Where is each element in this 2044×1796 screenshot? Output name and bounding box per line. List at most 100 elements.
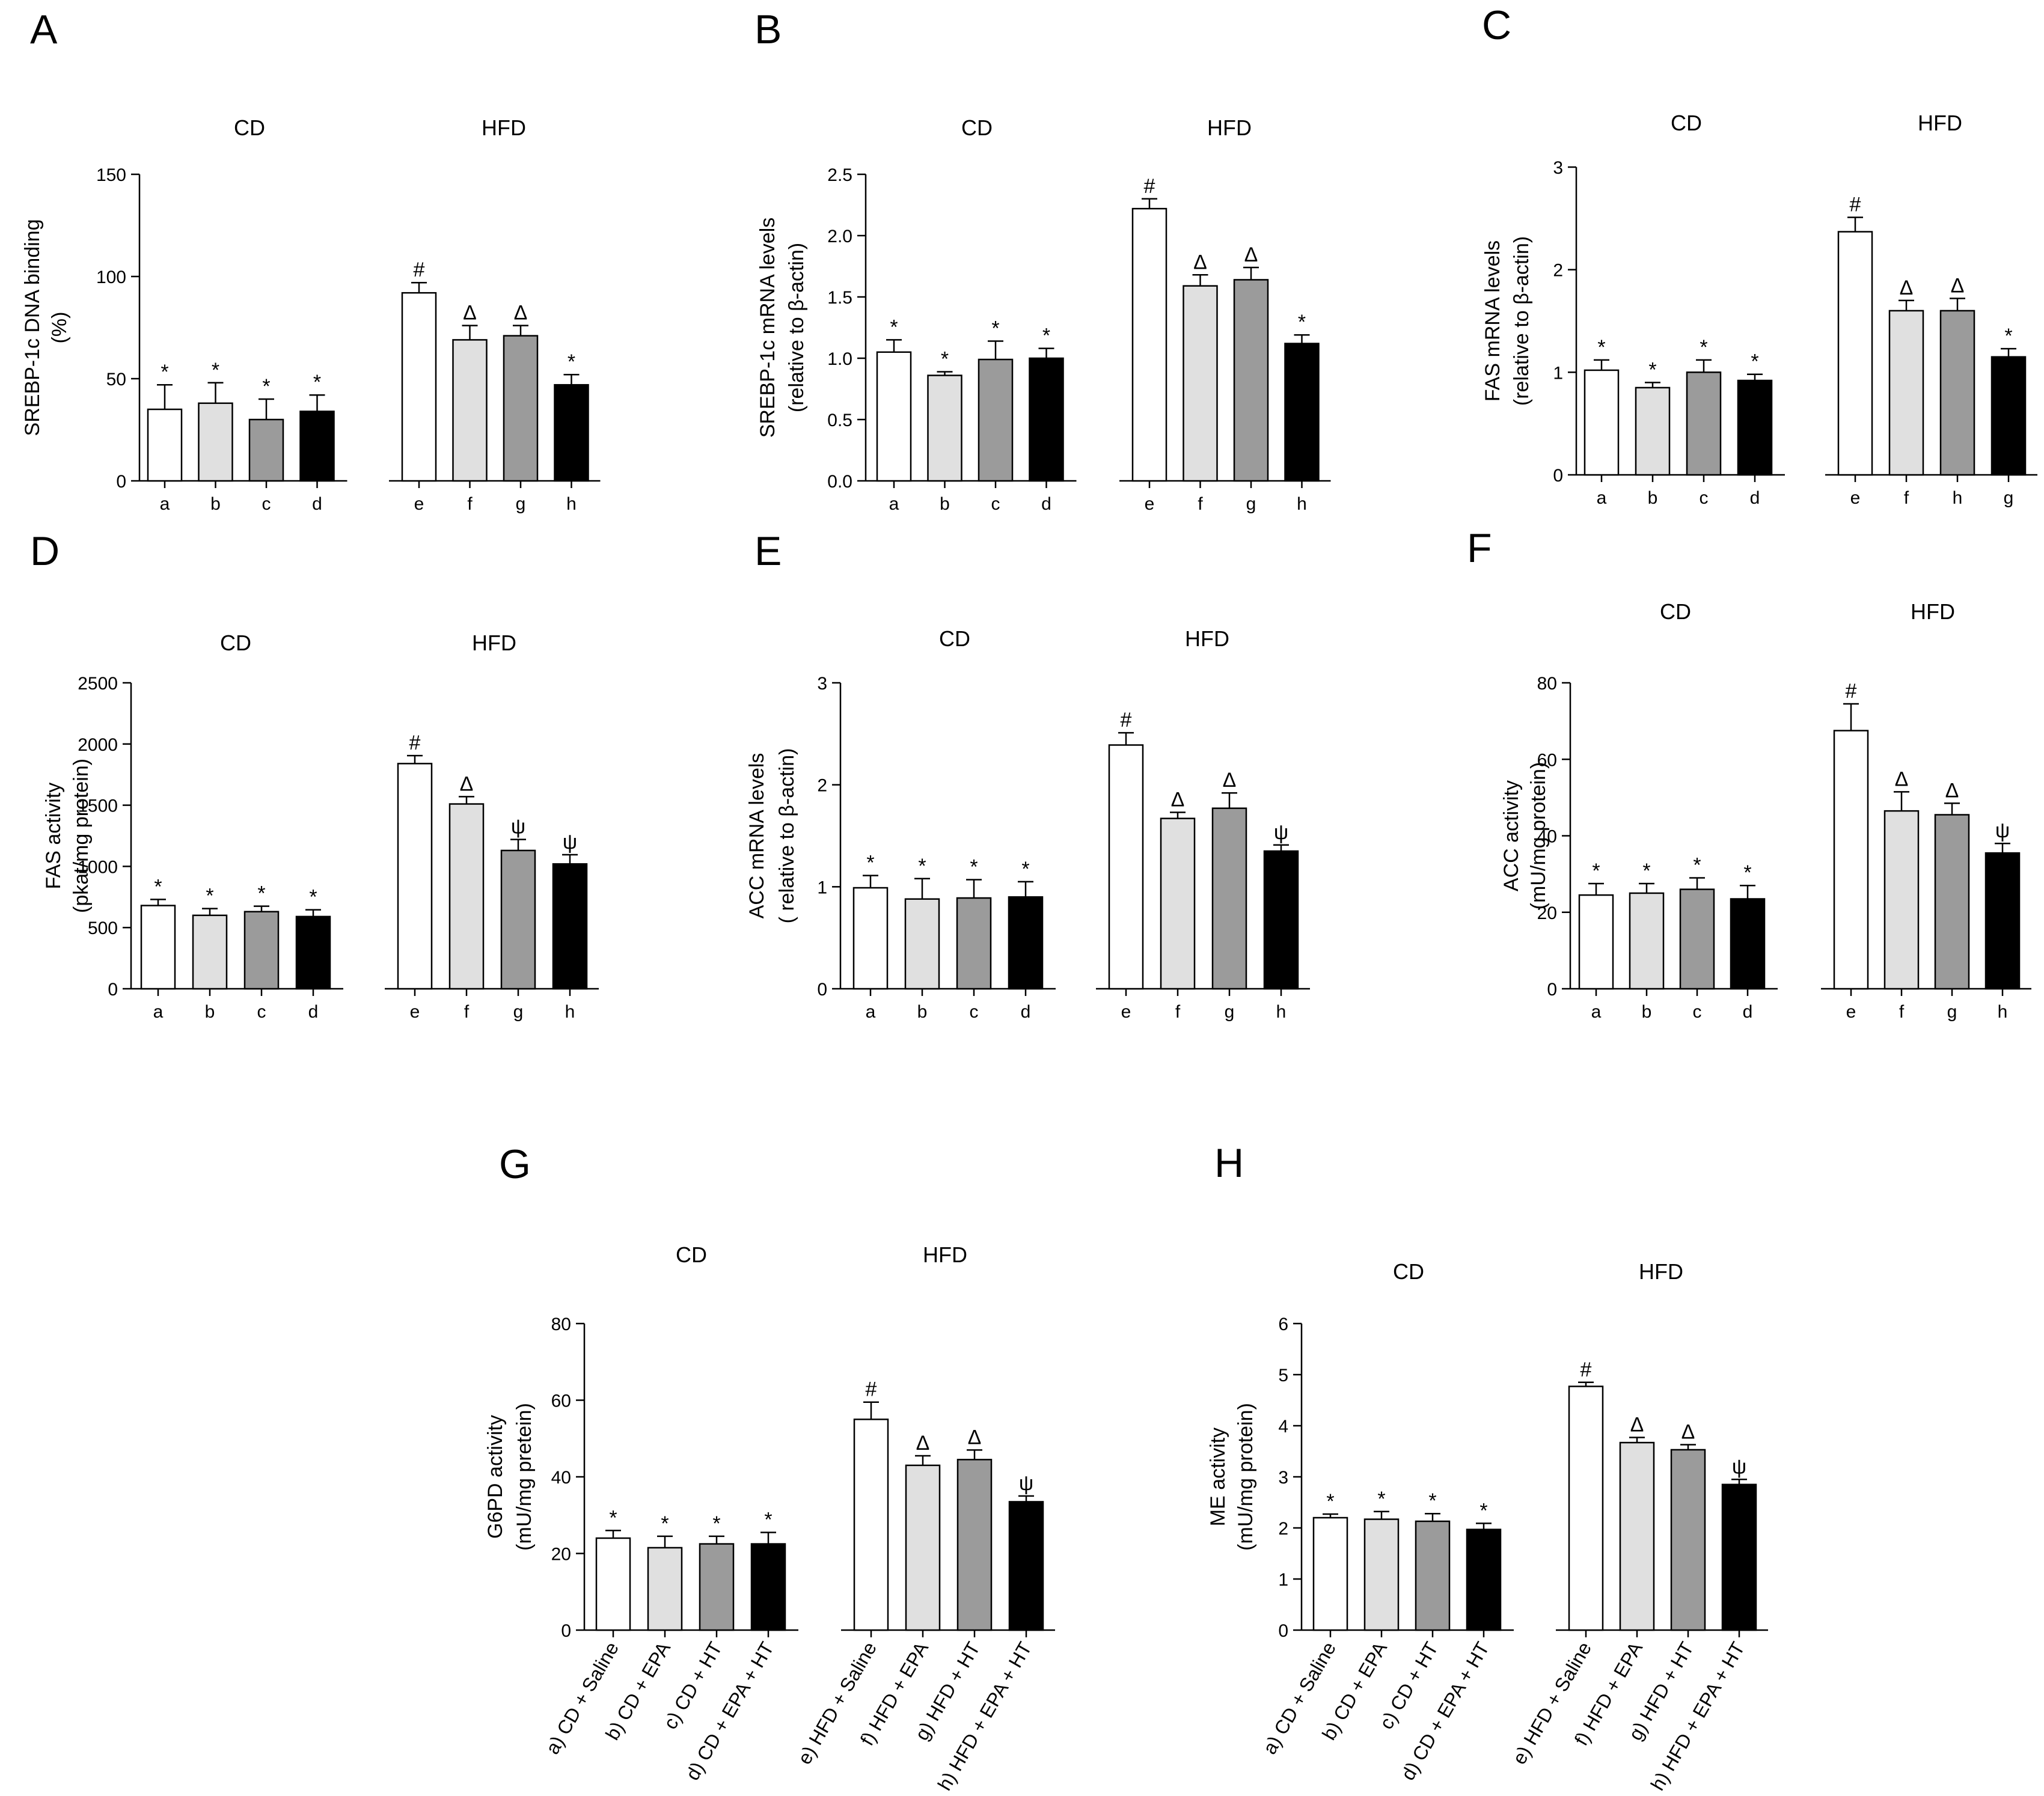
panel-f-significance-marker: * (1592, 860, 1600, 882)
panel-c-bar-4 (1737, 379, 1773, 476)
panel-h-y-axis-title: (mU/mg protein) (1234, 1403, 1257, 1551)
panel-f-group-label-hfd: HFD (1911, 599, 1955, 624)
panel-d-bar-1 (140, 905, 176, 990)
panel-h: H CD HFD 0 1 2 3 4 5 6 ME activity (mU/mg protein) *… (1207, 1140, 1768, 1794)
panel-c-y-axis-title: (relative to β-actin) (1510, 236, 1533, 406)
panel-e-bar-6 (1160, 817, 1196, 990)
panel-a-y-axis-title: (%) (48, 312, 71, 344)
panel-g-significance-marker: # (866, 1378, 877, 1401)
panel-f-bar-5 (1833, 730, 1869, 990)
panel-e-bar-5 (1108, 744, 1144, 990)
panel-f-category-label: h (1998, 1002, 2008, 1022)
panel-d-category-label: g (513, 1002, 524, 1022)
panel-h-y-tick-label: 0 (1278, 1621, 1288, 1641)
panel-g-significance-marker: * (764, 1508, 772, 1531)
panel-b-group-label-hfd: HFD (1207, 115, 1252, 140)
panel-h-y-tick-label: 4 (1278, 1417, 1288, 1437)
panel-h-letter: H (1214, 1140, 1244, 1186)
panel-g-y-axis-title: (mU/mg pretein) (513, 1403, 536, 1551)
panel-g-y-tick-label: 0 (561, 1621, 571, 1641)
panel-b: B CD HFD 0.0 0.5 1.0 1.5 2.0 2.5 SREBP-1c mRNA le… (754, 7, 1331, 514)
panel-a-bar-1 (147, 408, 183, 482)
panel-g-y-tick-label: 60 (551, 1391, 571, 1411)
panel-g-y-tick-label: 80 (551, 1315, 571, 1334)
panel-c-bar-1 (1583, 369, 1620, 476)
panel-d-significance-marker: # (409, 732, 421, 754)
panel-f-bar-8 (1984, 852, 2021, 990)
panel-h-y-tick-label: 5 (1278, 1366, 1288, 1385)
panel-h-significance-marker: Δ (1630, 1414, 1644, 1437)
panel-d-bar-5 (397, 763, 433, 990)
panel-f-group-label-cd: CD (1660, 599, 1691, 624)
panel-c-category-label: d (1750, 488, 1760, 508)
panel-e-category-label: b (917, 1002, 928, 1022)
panel-f-category-label: a (1591, 1002, 1602, 1022)
panel-g-bar-4 (750, 1543, 786, 1631)
panel-c-y-axis-title: FAS mRNA levels (1481, 240, 1504, 402)
panel-h-bar-2 (1363, 1518, 1400, 1631)
panel-g-significance-marker: * (661, 1512, 669, 1535)
panel-a-significance-marker: Δ (463, 302, 477, 325)
panel-g-category-label: a) CD + Saline (541, 1639, 623, 1758)
panel-a-y-tick-label: 100 (96, 267, 126, 287)
panel-e-group-label-hfd: HFD (1185, 626, 1229, 651)
panel-e-y-axis-title: ( relative to β-actin) (776, 748, 798, 924)
panel-b-y-tick-label: 1.0 (827, 349, 852, 369)
panel-e-significance-marker: * (1021, 858, 1029, 881)
panel-c-significance-marker: * (1597, 336, 1605, 359)
panel-e-significance-marker: # (1121, 709, 1132, 732)
panel-a-letter: A (30, 7, 58, 52)
panel-g-bar-7 (956, 1459, 993, 1631)
panel-f-category-label: f (1899, 1002, 1905, 1022)
panel-a-category-label: d (312, 494, 322, 514)
panel-a-y-axis-title: SREBP-1c DNA binding (21, 219, 44, 436)
panel-e: E CD HFD 0 1 2 3 ACC mRNA levels ( relative to β… (745, 528, 1310, 1022)
panel-h-bar-6 (1619, 1441, 1655, 1631)
panel-f-y-tick-label: 0 (1547, 980, 1557, 1000)
panel-h-significance-marker: # (1580, 1358, 1592, 1381)
panel-d-significance-marker: * (206, 885, 213, 908)
panel-b-significance-marker: * (890, 316, 898, 338)
panel-a-group-label-hfd: HFD (482, 115, 526, 140)
panel-c-category-label: f (1904, 488, 1909, 508)
panel-a-category-label: f (467, 494, 473, 514)
panel-b-category-label: e (1145, 494, 1155, 514)
panel-e-category-label: g (1225, 1002, 1235, 1022)
panel-e-y-axis-title: ACC mRNA levels (745, 753, 768, 919)
panel-a-bar-2 (198, 402, 233, 482)
panel-d-category-label: d (308, 1002, 319, 1022)
panel-g-letter: G (499, 1141, 531, 1187)
panel-h-category-label: e) HFD + Saline (1508, 1639, 1596, 1768)
panel-d-bar-4 (295, 915, 331, 990)
panel-h-y-tick-label: 2 (1278, 1519, 1288, 1539)
panel-f-letter: F (1467, 525, 1492, 571)
panel-h-y-tick-label: 6 (1278, 1315, 1288, 1334)
panel-a-y-tick-label: 50 (106, 370, 126, 389)
panel-f-bar-7 (1934, 814, 1970, 990)
panel-d-y-tick-label: 0 (108, 980, 118, 1000)
panel-c-bar-5 (1837, 231, 1873, 476)
panel-g-category-label: h) HFD + EPA + HT (934, 1639, 1036, 1794)
panel-f-bar-3 (1679, 888, 1715, 990)
panel-h-bar-1 (1312, 1517, 1348, 1631)
panel-d-significance-marker: ψ (511, 816, 525, 838)
panel-a: A CD HFD 0 50 100 150 SREBP-1c DNA binding (%) * a… (21, 7, 601, 514)
panel-f-y-tick-label: 60 (1537, 750, 1557, 770)
panel-a-category-label: c (262, 494, 271, 514)
panel-d-category-label: f (464, 1002, 470, 1022)
panel-f-y-tick-label: 80 (1537, 674, 1557, 694)
panel-f-category-label: b (1642, 1002, 1652, 1022)
panel-b-y-tick-label: 1.5 (827, 288, 852, 308)
panel-c-y-tick-label: 3 (1553, 158, 1563, 178)
panel-a-significance-marker: * (212, 359, 219, 382)
panel-g-y-axis-title: G6PD activity (484, 1415, 507, 1539)
panel-e-bar-7 (1211, 807, 1247, 990)
panel-d-y-tick-label: 500 (88, 918, 118, 938)
panel-a-bar-7 (503, 335, 539, 482)
panel-a-category-label: g (516, 494, 526, 514)
panel-h-significance-marker: * (1428, 1489, 1436, 1512)
panel-h-significance-marker: * (1326, 1490, 1334, 1513)
panel-b-significance-marker: # (1144, 175, 1155, 198)
panel-b-category-label: h (1297, 494, 1307, 514)
panel-f-y-axis-title: ACC activity (1500, 780, 1523, 891)
